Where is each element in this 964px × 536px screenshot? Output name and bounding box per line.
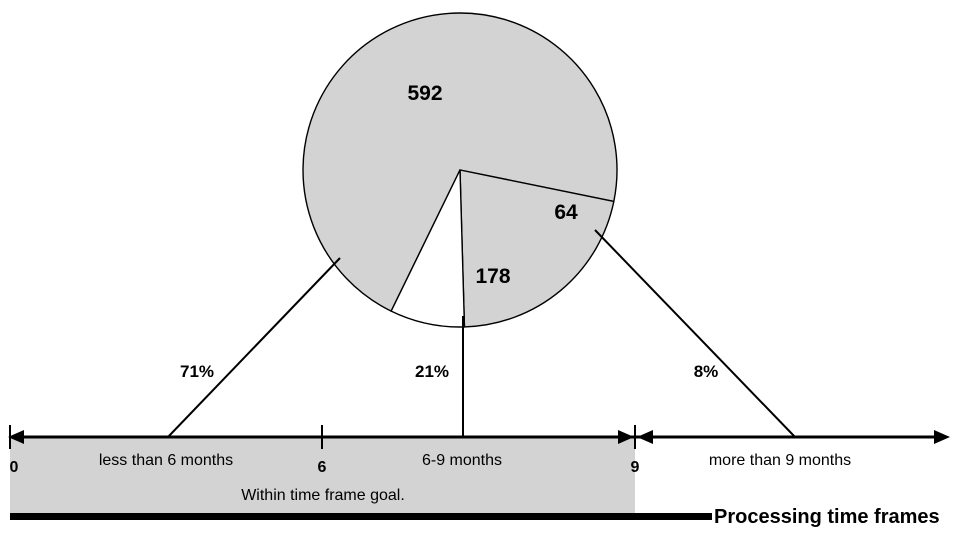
leader-line-less-than-6-months — [167, 257, 341, 438]
percent-label: 71% — [180, 362, 214, 381]
pie-slice-6-9-months — [459, 169, 615, 328]
segment-label: 6-9 months — [422, 452, 502, 469]
tick-label: 0 — [10, 459, 19, 476]
pie — [302, 12, 618, 328]
percent-label: 8% — [694, 362, 719, 381]
overdue-arrow-left — [637, 430, 653, 444]
goal-region — [10, 437, 635, 516]
tick-label: 6 — [318, 459, 327, 476]
slice-value-label: 64 — [554, 201, 578, 224]
goal-label: Within time frame goal. — [241, 487, 405, 504]
axis-title: Processing time frames — [714, 506, 940, 528]
segment-label: less than 6 months — [99, 452, 233, 469]
timeline-right-arrow — [934, 430, 950, 444]
processing-bar — [10, 513, 712, 520]
segment-label: more than 9 months — [709, 452, 851, 469]
timeline-left-arrow — [8, 430, 24, 444]
pie-slice-more-than-9-months — [390, 169, 466, 328]
slice-value-label: 592 — [407, 82, 442, 105]
pie-slice-less-than-6-months — [302, 12, 618, 313]
percent-label: 21% — [415, 362, 449, 381]
tick-label: 9 — [631, 459, 640, 476]
slice-value-label: 178 — [475, 265, 510, 288]
leader-line-more-than-9-months — [594, 229, 796, 438]
goal-arrow-right — [618, 430, 634, 444]
